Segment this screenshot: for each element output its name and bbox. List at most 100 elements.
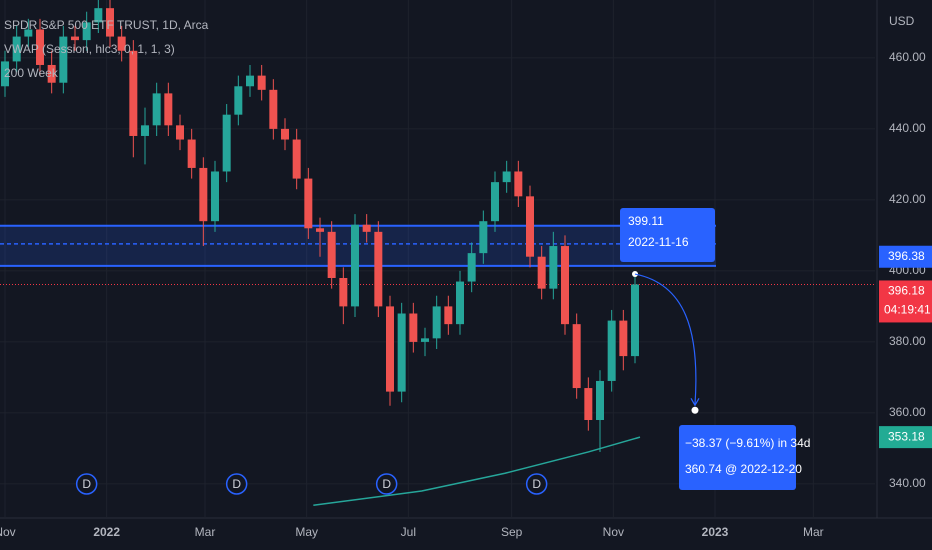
candle-body	[246, 75, 254, 87]
candle-body	[269, 89, 278, 129]
candle-body	[619, 320, 628, 357]
y-tick-label: 440.00	[889, 121, 926, 135]
candle-body	[351, 224, 359, 307]
candle-body	[421, 338, 429, 342]
candle-body	[47, 64, 56, 83]
candle-body	[561, 246, 569, 325]
candle-body	[444, 306, 453, 325]
candle-body	[222, 114, 231, 172]
candle-body	[631, 284, 639, 357]
candle-body	[59, 36, 68, 83]
projection-arrow	[634, 273, 697, 405]
event-label: D	[82, 477, 91, 491]
candle-body	[106, 8, 114, 37]
candle-body	[36, 29, 44, 65]
candle-body	[514, 171, 523, 197]
candle-body	[572, 324, 581, 389]
x-tick-label: Mar	[803, 525, 824, 539]
candle-body	[94, 8, 103, 23]
event-marker[interactable]	[375, 473, 398, 495]
x-tick-label: Mar	[195, 525, 216, 539]
callout-date: 2022-11-16	[628, 235, 689, 249]
candle-body	[257, 75, 266, 90]
x-tick-label: Nov	[603, 525, 624, 539]
x-tick-label: May	[295, 525, 318, 539]
indicator-label[interactable]: VWAP (Session, hlc3, 0, 1, 1, 3)	[4, 42, 175, 56]
x-tick-label: Nov	[0, 525, 16, 539]
ma-line	[313, 436, 641, 506]
event-label: D	[382, 477, 391, 491]
y-tick-label: 460.00	[889, 50, 926, 64]
y-tick-label: 380.00	[889, 334, 926, 348]
price-label: 353.18	[888, 429, 925, 443]
candle-body	[234, 86, 243, 115]
candle-body	[12, 36, 21, 62]
event-marker[interactable]	[525, 473, 548, 495]
candle-body	[491, 182, 499, 222]
candle-body	[397, 313, 406, 392]
candle-body	[129, 50, 138, 136]
candle-body	[24, 29, 33, 37]
candle-body	[537, 256, 546, 289]
candle-body	[339, 277, 348, 307]
projection-target-text: 360.74 @ 2022-12-20	[685, 462, 802, 476]
price-label: 396.18	[888, 284, 925, 298]
candle-body	[292, 139, 301, 179]
candle-body	[141, 125, 149, 136]
candle-body	[327, 231, 336, 278]
candle-body	[456, 281, 464, 325]
candle-body	[502, 171, 511, 183]
arrow-head	[690, 397, 700, 407]
candle-body	[199, 167, 208, 222]
price-label: 396.38	[888, 249, 925, 263]
event-marker[interactable]	[225, 473, 248, 495]
candle-body	[316, 228, 324, 232]
candle-body	[584, 388, 593, 421]
y-tick-label: 340.00	[889, 476, 926, 490]
x-tick-label: 2022	[93, 525, 120, 539]
candle-body	[479, 221, 488, 254]
event-marker[interactable]	[75, 473, 98, 495]
candle-body	[362, 224, 371, 232]
price-label-box	[879, 280, 932, 323]
candle-body	[467, 253, 476, 282]
candle-body	[211, 171, 219, 222]
candle-body	[304, 178, 313, 229]
candle-body	[152, 93, 161, 126]
indicator-label[interactable]: 200 Week	[4, 66, 59, 80]
candle-body	[607, 320, 616, 381]
candle-body	[549, 246, 558, 289]
price-label-box	[879, 245, 932, 268]
callout-price: 399.11	[628, 214, 664, 228]
candle-body	[71, 36, 79, 41]
projection-target	[691, 406, 699, 414]
candle-body	[386, 306, 394, 392]
bar-countdown: 04:19:41	[884, 303, 931, 317]
candle-body	[176, 125, 184, 140]
y-tick-label: 360.00	[889, 405, 926, 419]
event-label: D	[232, 477, 241, 491]
x-tick-label: Sep	[501, 525, 523, 539]
candle-body	[187, 139, 196, 168]
candle-body	[432, 306, 441, 339]
x-tick-label: 2023	[702, 525, 729, 539]
candle-body	[526, 196, 534, 257]
candle-body	[409, 313, 418, 342]
candle-body	[596, 380, 604, 421]
candle-body	[281, 128, 289, 140]
callout-box	[620, 208, 715, 262]
x-tick-label: Jul	[401, 525, 416, 539]
projection-text: −38.37 (−9.61%) in 34d	[685, 436, 810, 450]
y-tick-label: 420.00	[889, 192, 926, 206]
candle-body	[82, 22, 91, 41]
candle-body	[164, 93, 173, 126]
currency-label: USD	[889, 14, 915, 28]
price-label-box	[879, 426, 932, 449]
candle-body	[117, 36, 126, 51]
symbol-title[interactable]: SPDR S&P 500 ETF TRUST, 1D, Arca	[4, 18, 209, 32]
projection-box	[679, 425, 796, 490]
event-label: D	[532, 477, 541, 491]
candle-body	[374, 231, 383, 307]
candle-body	[1, 61, 9, 87]
